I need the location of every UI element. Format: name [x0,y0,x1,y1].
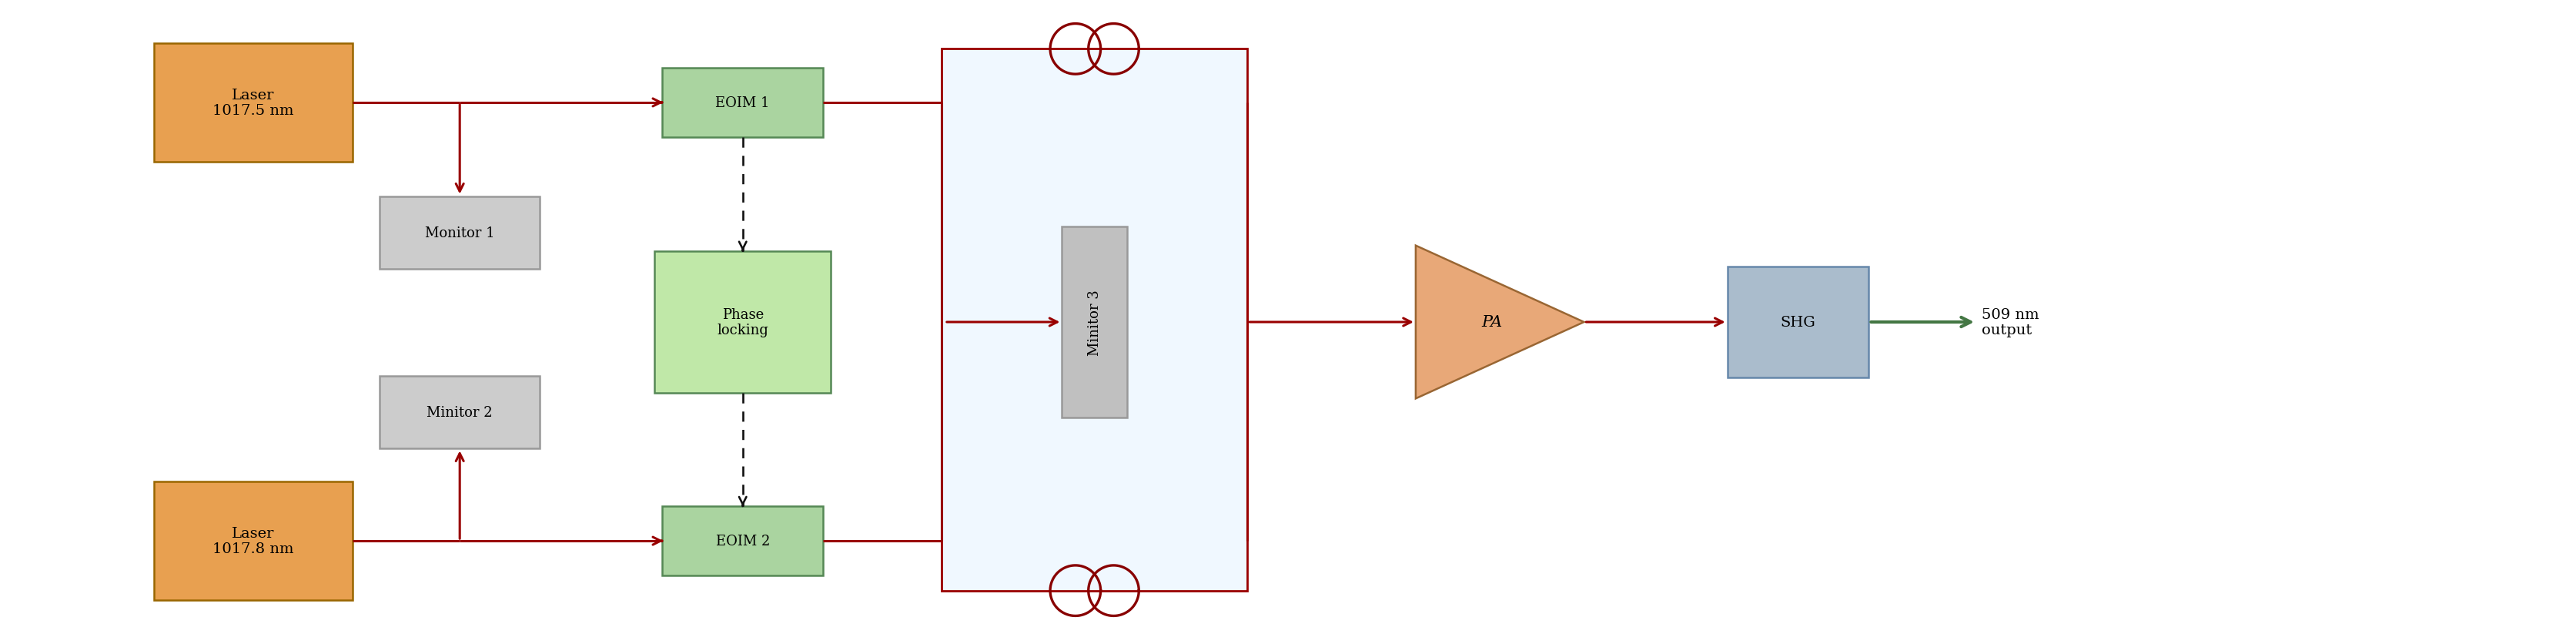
FancyBboxPatch shape [662,69,822,137]
Text: Laser
1017.5 nm: Laser 1017.5 nm [214,88,294,118]
Text: SHG: SHG [1780,316,1816,329]
Text: Monitor 1: Monitor 1 [425,226,495,240]
Polygon shape [1417,246,1584,399]
Text: PA: PA [1481,315,1502,330]
FancyBboxPatch shape [1061,227,1128,418]
Text: Laser
1017.8 nm: Laser 1017.8 nm [214,526,294,556]
FancyBboxPatch shape [662,507,822,575]
FancyBboxPatch shape [379,196,541,269]
FancyBboxPatch shape [379,376,541,449]
Text: Minitor 3: Minitor 3 [1087,289,1103,355]
Text: 509 nm
output: 509 nm output [1981,307,2040,337]
Bar [943,50,1247,591]
FancyBboxPatch shape [654,252,829,393]
FancyBboxPatch shape [155,482,353,600]
Text: Phase
locking: Phase locking [716,307,768,337]
Text: Minitor 2: Minitor 2 [428,406,492,419]
Text: EOIM 1: EOIM 1 [716,96,770,110]
FancyBboxPatch shape [1728,267,1868,378]
Text: EOIM 2: EOIM 2 [716,534,770,548]
FancyBboxPatch shape [155,44,353,162]
